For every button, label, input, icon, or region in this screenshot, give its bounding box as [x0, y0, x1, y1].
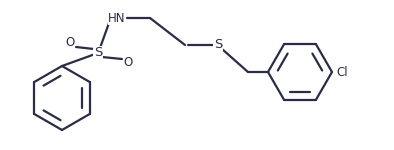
Text: O: O [65, 36, 74, 50]
Text: HN: HN [108, 12, 126, 24]
Text: S: S [94, 46, 102, 60]
Text: S: S [214, 39, 222, 51]
Text: Cl: Cl [336, 66, 348, 78]
Text: O: O [123, 57, 133, 69]
